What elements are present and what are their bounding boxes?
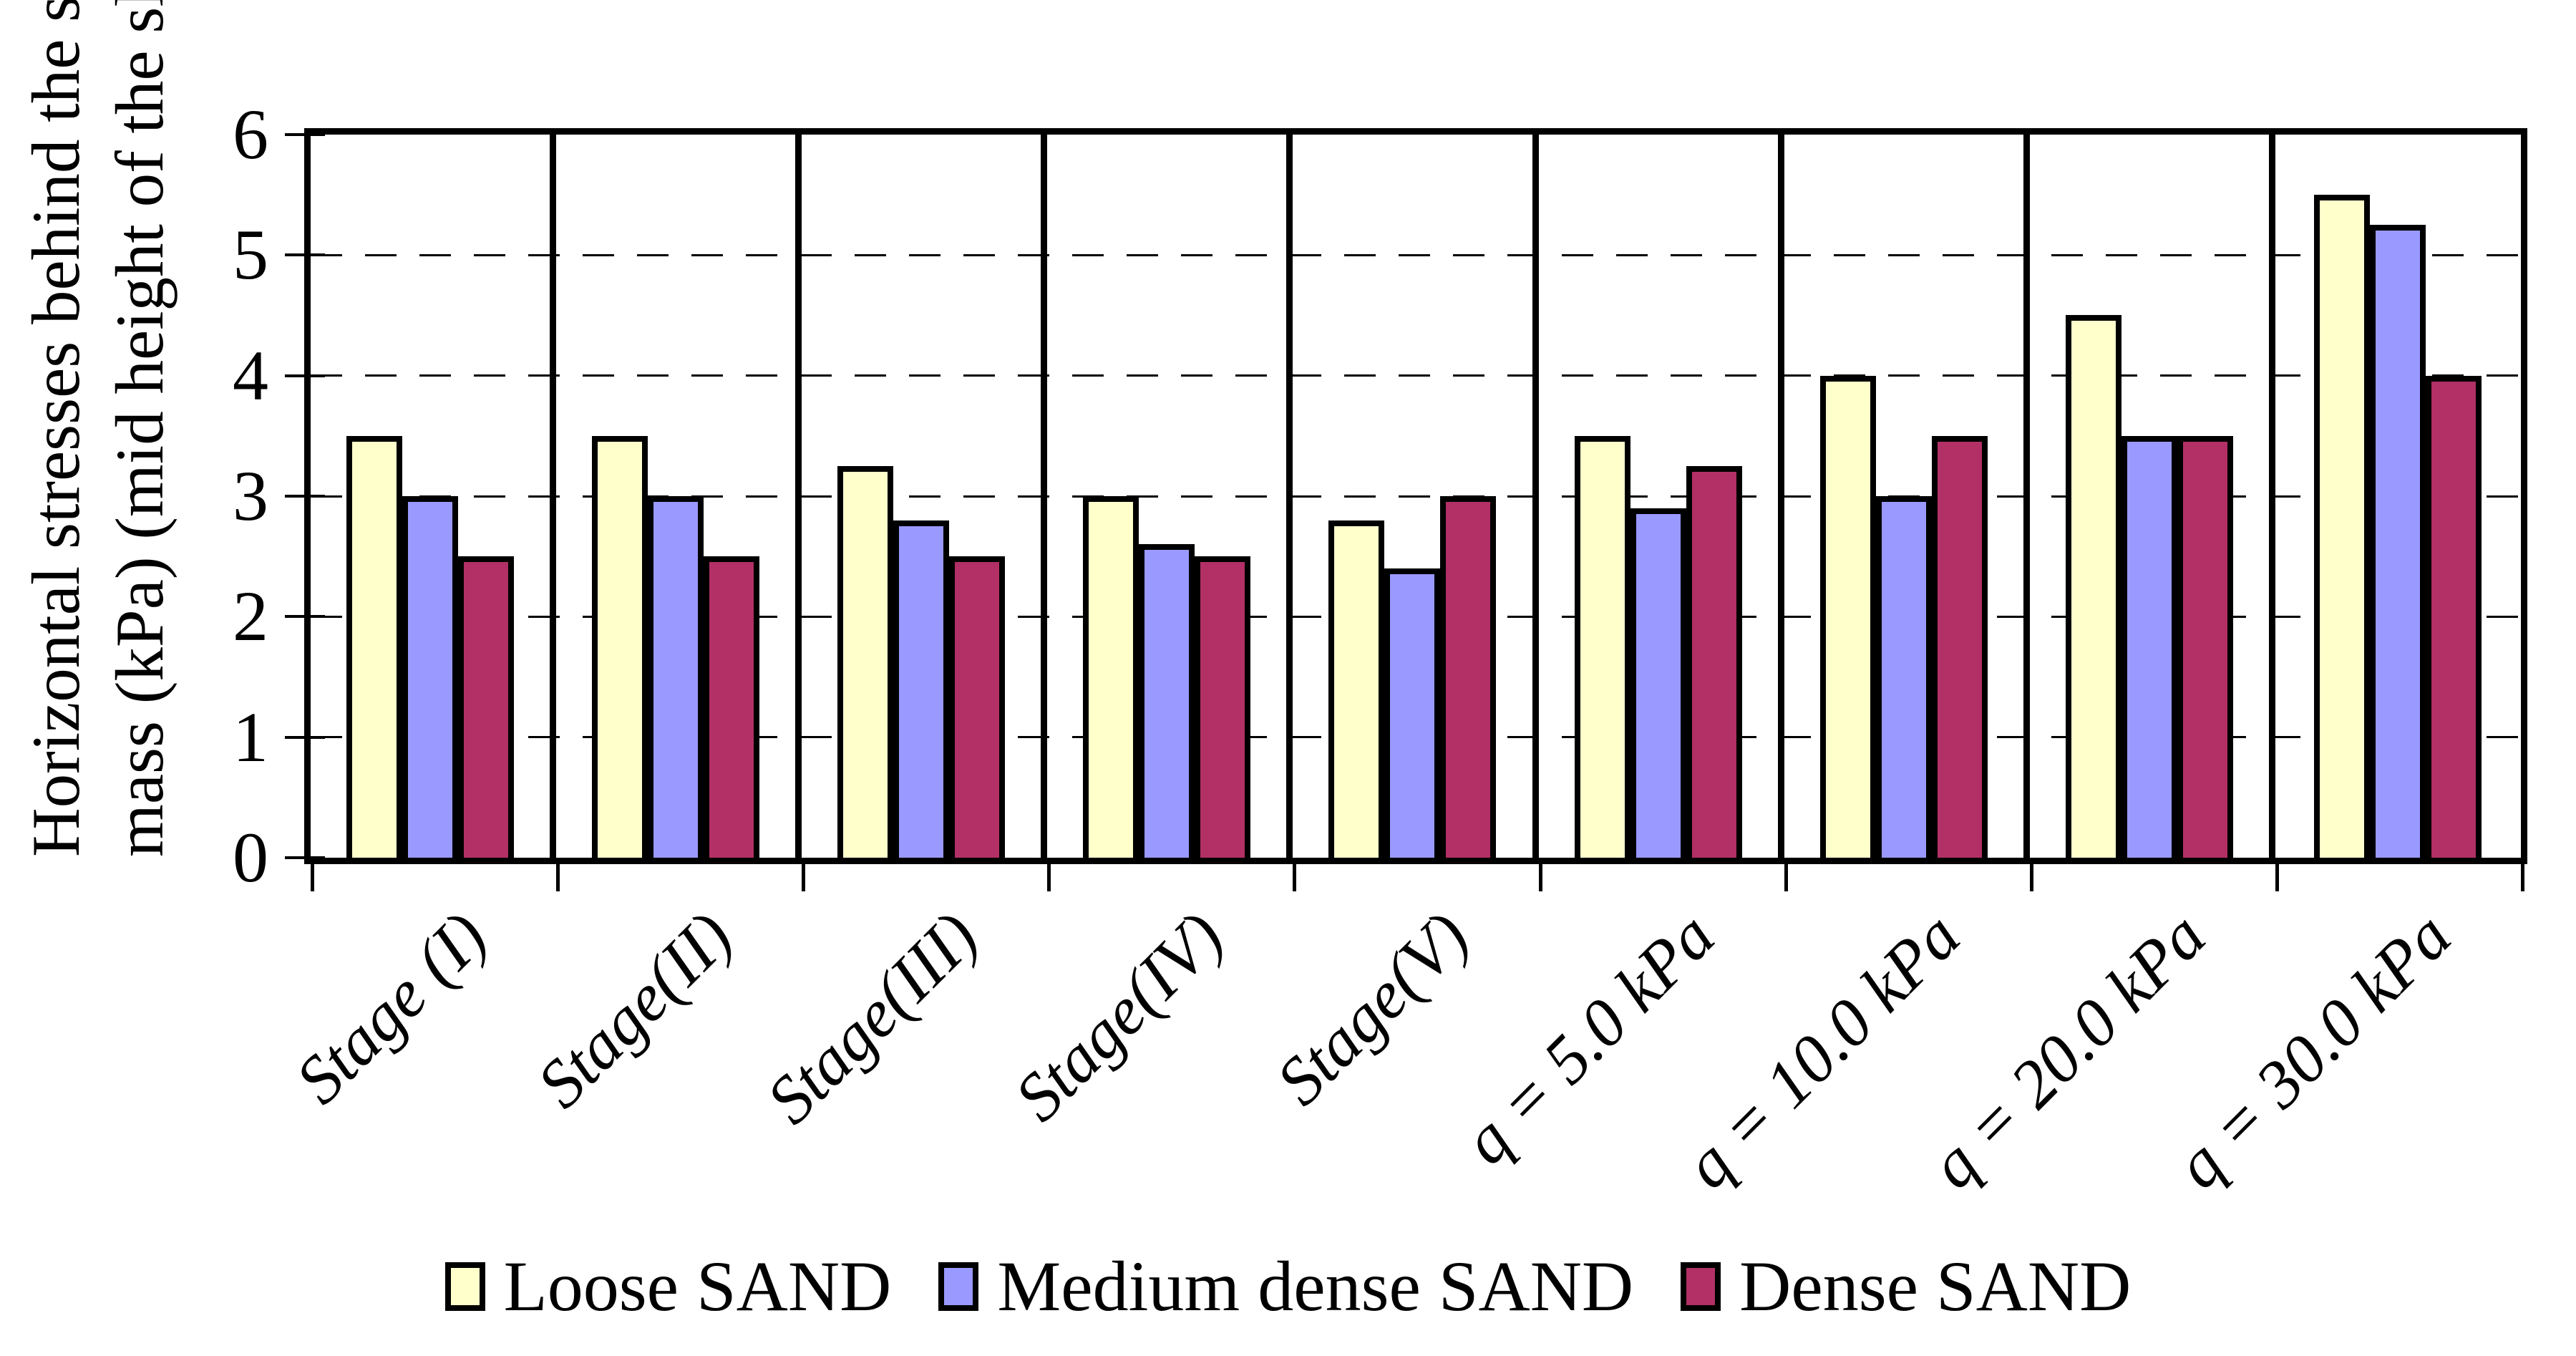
x-category-label-2: Stage(II): [522, 897, 747, 1123]
legend: Loose SAND Medium dense SAND Dense SAND: [0, 1247, 2576, 1326]
x-axis-tick-7: [2029, 864, 2033, 891]
bar: [1139, 544, 1195, 858]
bar: [2314, 195, 2371, 858]
category-cell-9: [2275, 135, 2521, 858]
bar: [1440, 496, 1497, 858]
bar: [837, 466, 894, 858]
y-tick-label-6: 6: [233, 95, 268, 174]
legend-label: Medium dense SAND: [997, 1246, 1634, 1326]
y-axis-tick-1: [285, 735, 325, 739]
x-axis-tick-4: [1293, 864, 1297, 891]
legend-swatch-icon: [938, 1262, 979, 1311]
legend-item: Medium dense SAND: [938, 1247, 1633, 1326]
category-cell-2: [556, 135, 802, 858]
bar: [949, 556, 1006, 858]
x-axis-tick-6: [1784, 864, 1788, 891]
bar: [2426, 376, 2482, 858]
bar: [2121, 436, 2177, 858]
y-tick-label-2: 2: [233, 576, 268, 657]
y-axis-tick-6: [285, 133, 325, 136]
legend-item: Loose SAND: [444, 1246, 892, 1326]
x-axis-tick-8: [2275, 864, 2279, 891]
x-axis-tick-3: [1047, 864, 1051, 891]
y-tick-label-4: 4: [233, 335, 268, 415]
category-cell-6: [1539, 135, 1784, 858]
x-axis-tick-1: [556, 864, 560, 891]
bar: [2065, 315, 2121, 858]
y-tick-label-5: 5: [233, 215, 268, 295]
legend-swatch-icon: [1681, 1262, 1721, 1311]
y-tick-label-1: 1: [233, 697, 268, 777]
bar: [1931, 436, 1988, 858]
bar: [1083, 496, 1139, 858]
bar: [893, 520, 950, 858]
bar: [704, 556, 760, 858]
category-cell-8: [2030, 135, 2275, 858]
category-cell-7: [1784, 135, 2030, 858]
category-cell-4: [1047, 135, 1293, 858]
bar: [1686, 466, 1742, 858]
bar: [1195, 556, 1251, 858]
x-axis-tick-2: [802, 864, 806, 891]
bar: [1875, 496, 1932, 858]
plot-area: [304, 128, 2527, 864]
y-axis-tick-4: [285, 374, 325, 377]
bar: [1574, 436, 1630, 858]
bar: [1630, 508, 1686, 858]
y-tick-label-3: 3: [233, 456, 268, 536]
legend-label: Loose SAND: [503, 1246, 892, 1326]
y-axis-tick-0: [285, 856, 325, 859]
bar: [1384, 568, 1441, 858]
legend-swatch-icon: [444, 1262, 485, 1311]
gridline-y4: [311, 374, 2521, 377]
x-axis-tick-5: [1538, 864, 1542, 891]
gridline-y3: [311, 495, 2521, 498]
x-category-label-3: Stage(III): [752, 897, 993, 1138]
y-axis-tick-5: [285, 253, 325, 257]
bar: [592, 436, 648, 858]
x-category-label-1: Stage (I): [280, 897, 501, 1118]
category-cell-5: [1293, 135, 1539, 858]
x-axis-tick-9: [2521, 864, 2524, 891]
bar: [2370, 225, 2426, 858]
y-axis-tick-3: [285, 495, 325, 498]
bar: [2177, 436, 2233, 858]
x-axis-tick-0: [311, 864, 314, 891]
y-axis-tick-2: [285, 615, 325, 619]
bar: [1819, 376, 1876, 858]
category-cell-1: [311, 135, 557, 858]
y-tick-label-0: 0: [233, 818, 268, 897]
bar: [402, 496, 459, 858]
category-cells-layer: [311, 135, 2521, 858]
bar: [458, 556, 515, 858]
legend-label: Dense SAND: [1739, 1246, 2132, 1326]
x-category-label-5: Stage(V): [1261, 897, 1484, 1120]
x-category-label-4: Stage(IV): [999, 897, 1238, 1135]
legend-item: Dense SAND: [1681, 1247, 2131, 1326]
bar: [346, 436, 403, 858]
category-cell-3: [802, 135, 1048, 858]
gridline-y5: [311, 253, 2521, 256]
bar: [1328, 520, 1385, 858]
bar: [648, 496, 704, 858]
